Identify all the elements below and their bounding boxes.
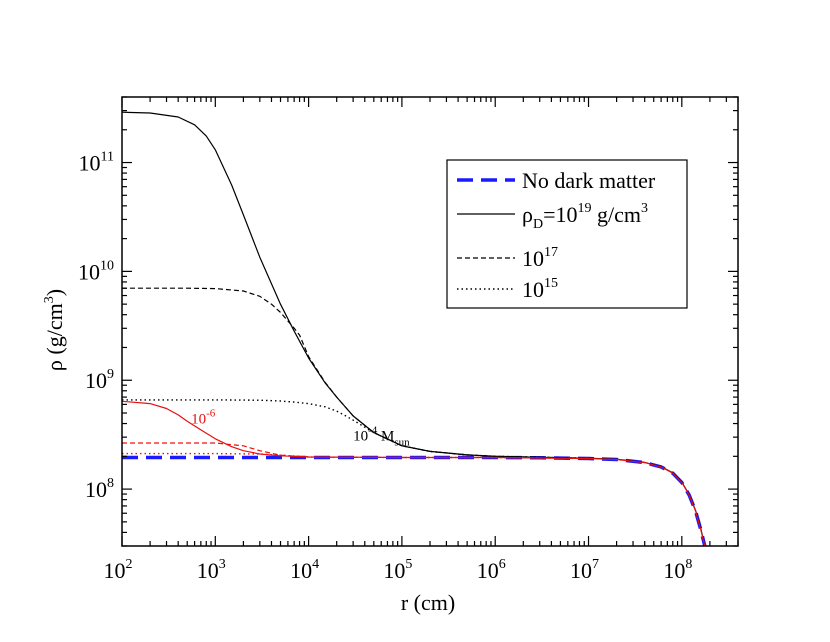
legend-label-no-dm: No dark matter xyxy=(522,168,656,193)
legend-label-dm19: ρD=1019 g/cm3 xyxy=(522,201,648,232)
x-tick-label: 102 xyxy=(104,557,133,583)
series-line-dm17 xyxy=(122,287,589,459)
legend: No dark matter ρD=1019 g/cm3 1017 1015 xyxy=(446,159,688,309)
series-line-dm15 xyxy=(122,399,589,459)
series-line-no-dm xyxy=(122,455,707,546)
annotation-mass-1e-6: 10-6 xyxy=(191,408,216,428)
legend-box xyxy=(446,159,688,309)
x-tick-label: 103 xyxy=(197,557,226,583)
x-tick-label: 105 xyxy=(383,557,412,583)
y-axis-label: ρ (g/cm3) xyxy=(42,289,67,371)
annotation-mass-1e-4: 10-4 Msun xyxy=(353,424,410,448)
x-axis-label: r (cm) xyxy=(401,590,455,615)
legend-label-dm15: 1015 xyxy=(522,276,558,302)
series-line-red-dot xyxy=(122,452,589,460)
series-layer xyxy=(122,111,707,546)
series-line-red-solid xyxy=(122,400,706,546)
x-tick-label: 108 xyxy=(663,557,692,583)
y-tick-label: 1010 xyxy=(78,258,114,284)
x-tick-label: 106 xyxy=(477,557,506,583)
y-tick-label: 1011 xyxy=(79,150,114,176)
legend-label-dm17: 1017 xyxy=(522,245,558,271)
x-tick-label: 104 xyxy=(290,557,319,583)
x-tick-label: 107 xyxy=(570,557,599,583)
y-tick-label: 109 xyxy=(85,367,114,393)
y-tick-label: 108 xyxy=(85,476,114,502)
axis-ticks xyxy=(121,96,739,547)
axis-tick-labels: 102 103 104 105 106 107 108 108 109 1010 1011 xyxy=(78,150,692,583)
